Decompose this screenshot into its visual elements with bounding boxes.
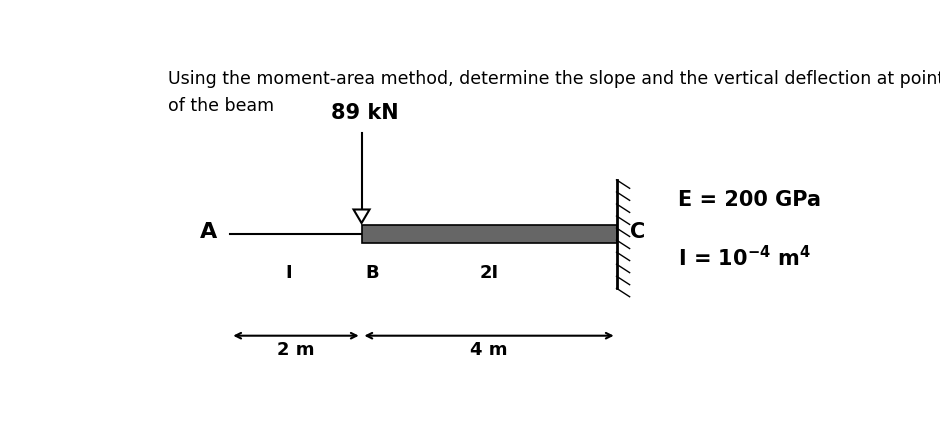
Text: 2 m: 2 m — [277, 341, 315, 359]
Text: 4 m: 4 m — [470, 341, 508, 359]
Text: 89 kN: 89 kN — [332, 103, 399, 123]
Text: B: B — [366, 264, 379, 282]
Text: C: C — [630, 222, 645, 242]
Bar — [362, 225, 617, 243]
Text: I = $\mathbf{10^{-4}}$ $\mathbf{m^4}$: I = $\mathbf{10^{-4}}$ $\mathbf{m^4}$ — [679, 245, 811, 270]
Text: A: A — [200, 222, 217, 242]
Polygon shape — [353, 209, 369, 223]
Text: I: I — [286, 264, 292, 282]
Text: of the beam: of the beam — [168, 97, 274, 115]
Text: 2I: 2I — [479, 264, 498, 282]
Text: E = 200 GPa: E = 200 GPa — [679, 190, 822, 210]
Text: Using the moment-area method, determine the slope and the vertical deflection at: Using the moment-area method, determine … — [168, 70, 940, 88]
